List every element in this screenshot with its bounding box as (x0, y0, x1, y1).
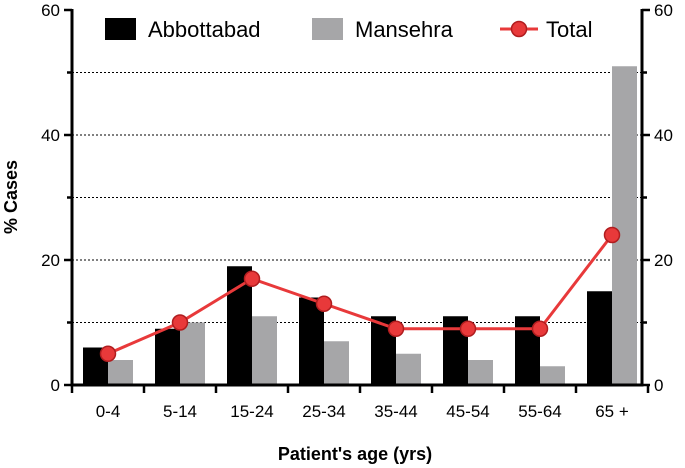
bar-mansehra-15-24 (252, 316, 277, 385)
legend-label-abbottabad: Abbottabad (148, 17, 261, 42)
point-total-45-54 (459, 320, 477, 337)
legend-swatch-abbottabad (105, 18, 136, 40)
x-axis-title: Patient's age (yrs) (278, 444, 432, 464)
x-tick-label: 15-24 (230, 402, 273, 421)
gridlines (72, 72, 642, 323)
legend-marker-total (510, 20, 528, 38)
line-series (99, 226, 621, 362)
y-tick-label-right: 60 (654, 1, 673, 20)
bar-abbottabad-5-14 (155, 328, 180, 385)
y-tick-label-right: 20 (654, 251, 673, 270)
legend-swatch-mansehra (312, 18, 343, 40)
left-axis-ticks: 0 20 40 60 (41, 1, 72, 395)
bar-mansehra-45-54 (468, 360, 493, 385)
point-total-25-34 (315, 295, 333, 312)
point-total-5-14 (171, 314, 189, 331)
y-tick-label-left: 20 (41, 251, 60, 270)
bar-mansehra-35-44 (396, 353, 421, 385)
point-total-35-44 (387, 320, 405, 337)
bar-mansehra-65 (612, 66, 637, 385)
legend: Abbottabad Mansehra Total (105, 17, 592, 42)
bar-mansehra-0-4 (108, 360, 133, 385)
x-tick-label: 45-54 (446, 402, 489, 421)
bar-abbottabad-25-34 (299, 297, 324, 385)
y-tick-label-left: 40 (41, 126, 60, 145)
x-tick-label: 25-34 (302, 402, 345, 421)
x-axis-ticks: 0-4 5-14 15-24 25-34 35-44 45-54 55-64 65 + (70, 385, 650, 421)
line-total (107, 234, 614, 356)
point-total-65 (603, 226, 621, 244)
bar-mansehra-25-34 (324, 341, 349, 385)
x-tick-label: 5-14 (163, 402, 197, 421)
point-total-55-64 (531, 320, 549, 337)
legend-label-mansehra: Mansehra (355, 17, 454, 42)
x-tick-label: 0-4 (96, 402, 121, 421)
bar-mansehra-55-64 (540, 366, 565, 385)
y-tick-label-right: 0 (654, 376, 663, 395)
bar-abbottabad-65 (587, 291, 612, 385)
y-tick-label-left: 0 (51, 376, 60, 395)
legend-label-total: Total (546, 17, 592, 42)
y-tick-label-right: 40 (654, 126, 673, 145)
y-tick-label-left: 60 (41, 1, 60, 20)
y-axis-title: % Cases (1, 160, 21, 234)
bar-mansehra-5-14 (180, 322, 205, 385)
x-tick-label: 65 + (595, 402, 629, 421)
point-total-0-4 (99, 345, 117, 362)
x-tick-label: 55-64 (518, 402, 561, 421)
right-axis-ticks: 0 20 40 60 (642, 1, 673, 395)
x-tick-label: 35-44 (374, 402, 417, 421)
point-total-15-24 (243, 270, 261, 287)
bars (83, 66, 637, 385)
